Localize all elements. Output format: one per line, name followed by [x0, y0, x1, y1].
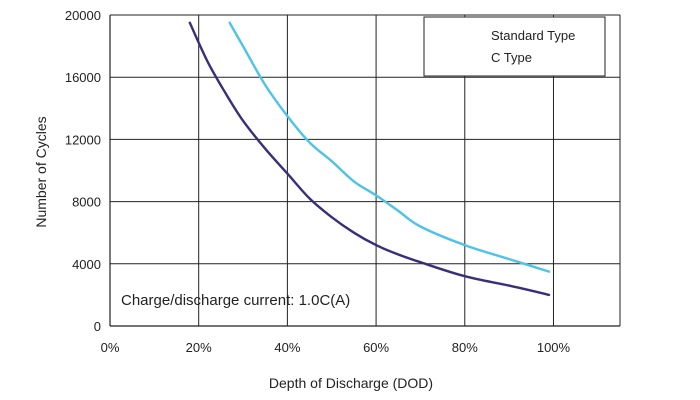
x-tick-label: 100% — [537, 340, 571, 355]
legend-label-standard: Standard Type — [491, 28, 575, 43]
x-axis-title: Depth of Discharge (DOD) — [269, 375, 433, 391]
x-tick-label: 40% — [274, 340, 300, 355]
x-tick-label: 20% — [186, 340, 212, 355]
series-lines — [188, 21, 551, 297]
legend-label-c-type: C Type — [491, 50, 532, 65]
legend: Standard Type C Type — [423, 16, 606, 77]
annotation: Charge/discharge current: 1.0C(A) — [121, 292, 350, 309]
x-tick-label: 0% — [101, 340, 120, 355]
legend-box — [423, 16, 606, 77]
x-tick-label: 80% — [452, 340, 478, 355]
series-line-c-type — [228, 21, 551, 273]
axes — [109, 15, 621, 327]
series-line-standard-type — [188, 21, 551, 297]
y-axis-title: Number of Cycles — [33, 116, 49, 227]
x-tick-label: 60% — [363, 340, 389, 355]
grid — [110, 14, 620, 326]
y-tick-label: 20000 — [65, 8, 101, 23]
y-tick-label: 0 — [94, 319, 101, 334]
y-tick-label: 16000 — [65, 70, 101, 85]
y-tick-label: 8000 — [72, 195, 101, 210]
y-tick-label: 12000 — [65, 132, 101, 147]
tick-labels: 0 4000 8000 12000 16000 20000 0% 20% 40% 60% 80% 10… — [65, 8, 571, 355]
y-tick-label: 4000 — [72, 257, 101, 272]
